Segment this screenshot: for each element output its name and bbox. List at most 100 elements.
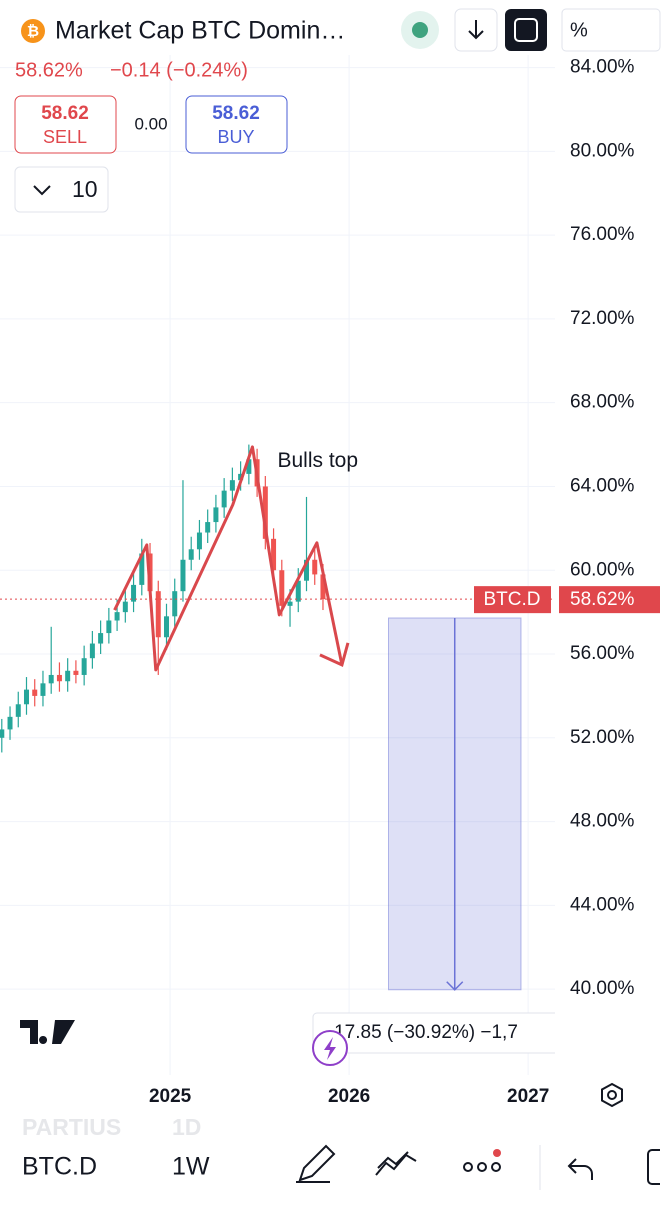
buy-price: 58.62 <box>212 103 260 124</box>
candle-body <box>106 620 112 634</box>
toolbar-symbol[interactable]: BTC.D <box>22 1153 97 1181</box>
y-tick-label: 56.00% <box>570 643 635 664</box>
x-tick-label: 2026 <box>328 1086 370 1107</box>
flash-icon <box>324 1037 336 1060</box>
candle-body <box>48 674 54 684</box>
grid <box>0 55 555 1075</box>
scale-button[interactable] <box>561 8 661 52</box>
annotation: Bulls top <box>278 449 359 472</box>
candle-body <box>180 559 186 592</box>
y-tick-label: 60.00% <box>570 559 635 580</box>
fullscreen-button[interactable] <box>505 9 547 51</box>
candle-body <box>246 459 252 474</box>
price: 58.62% <box>15 59 83 81</box>
draw-icon[interactable] <box>296 1144 336 1183</box>
candle-body <box>89 643 95 659</box>
x-tick-label: 2025 <box>149 1086 192 1107</box>
candle-body <box>320 574 326 600</box>
candle-body <box>312 559 318 575</box>
y-tick-label: 80.00% <box>570 140 635 161</box>
layout-icon[interactable] <box>647 1149 660 1185</box>
candle-body <box>221 490 227 508</box>
buy-button[interactable] <box>185 95 288 154</box>
download-icon <box>468 20 484 40</box>
y-tick-label: 84.00% <box>570 57 635 78</box>
ghost-symbol: PARTIUS <box>22 1114 121 1140</box>
title[interactable]: Market Cap BTC Domin… <box>55 17 345 45</box>
toolbar-interval[interactable]: 1W <box>172 1153 210 1181</box>
candle-body <box>98 633 104 644</box>
candle-body <box>15 704 21 717</box>
candle-body <box>73 670 79 675</box>
candle-body <box>213 507 219 523</box>
candle-body <box>65 670 71 682</box>
candle-body <box>295 580 301 602</box>
arrow-head <box>319 642 350 668</box>
undo-icon[interactable] <box>567 1158 593 1180</box>
y-tick-label: 68.00% <box>570 392 635 413</box>
candle-body <box>229 480 235 491</box>
quantity-box[interactable] <box>14 166 109 213</box>
y-tick-label: 48.00% <box>570 811 635 832</box>
measure-label-box <box>312 1012 555 1054</box>
change: −0.14 (−0.24%) <box>110 59 248 81</box>
candle-body <box>114 612 120 621</box>
sell-button[interactable] <box>14 95 117 154</box>
last-price-label: 58.62% <box>570 589 635 610</box>
candle-body <box>40 683 46 696</box>
candle-body <box>271 538 277 571</box>
sell-label: SELL <box>43 127 87 147</box>
trend-drawing <box>113 445 344 672</box>
ghost-interval: 1D <box>172 1114 201 1140</box>
candle-body <box>122 601 128 613</box>
settings-icon[interactable] <box>601 1082 623 1108</box>
candle-body <box>155 591 161 638</box>
scale-label: % <box>570 19 588 41</box>
y-tick-label: 44.00% <box>570 894 635 915</box>
tv-logo <box>20 1020 75 1044</box>
axis: 84.00% 80.00% 76.00% 72.00% 68.00% 64.00% 60.0… <box>149 57 660 1107</box>
settings-dot <box>607 1090 617 1100</box>
candle-body <box>139 553 145 585</box>
candle-body <box>287 601 293 606</box>
candle-body <box>164 616 169 638</box>
y-tick-label: 72.00% <box>570 308 635 329</box>
y-tick-label: 40.00% <box>570 978 635 999</box>
plot: Bulls top −17.85 (−30.92%) −1,7 <box>0 444 555 1054</box>
spread: 0.00 <box>134 114 167 133</box>
candle-body <box>188 549 194 560</box>
candle-body <box>56 674 62 682</box>
candle-body <box>172 591 178 617</box>
candle-body <box>304 559 310 581</box>
last-price-badge <box>559 586 660 614</box>
chevron <box>33 185 51 196</box>
candle-body <box>23 689 29 705</box>
candle-body <box>131 584 137 602</box>
measure-label: −17.85 (−30.92%) −1,7 <box>323 1022 518 1043</box>
candle-body <box>81 658 87 675</box>
symbol-badge <box>474 586 551 614</box>
coin-glyph: ₿ <box>27 23 39 40</box>
y-tick-label: 64.00% <box>570 475 635 496</box>
candle-body <box>196 532 202 550</box>
candle-body <box>0 729 5 738</box>
candle-body <box>279 570 285 606</box>
fullscreen-icon <box>514 18 538 42</box>
quantity: 10 <box>72 176 98 202</box>
symbol-badge-label: BTC.D <box>484 589 541 610</box>
candle-body <box>7 716 13 730</box>
more-icon[interactable] <box>463 1149 501 1172</box>
indicator-icon[interactable] <box>375 1151 417 1176</box>
measure-arrow-head <box>446 981 464 991</box>
status-dot <box>412 22 428 38</box>
x-tick-label: 2027 <box>507 1086 549 1107</box>
y-tick-label: 76.00% <box>570 224 635 245</box>
sell-price: 58.62 <box>41 103 89 124</box>
y-tick-label: 52.00% <box>570 727 635 748</box>
coin-icon <box>21 19 45 43</box>
candle-body <box>32 689 38 696</box>
candle-body <box>205 522 211 533</box>
buy-label: BUY <box>217 127 254 147</box>
